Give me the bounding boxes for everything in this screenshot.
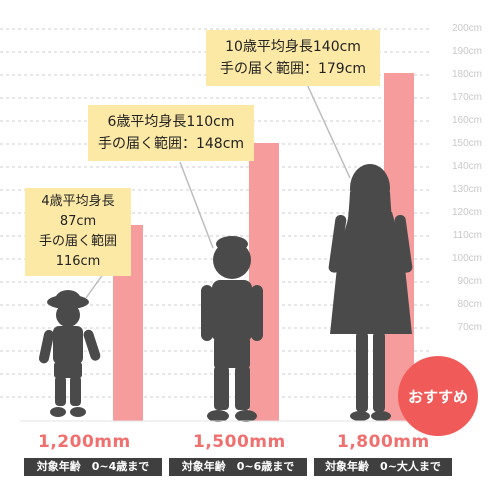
callout-line: 4歳平均身長	[41, 194, 115, 209]
scale-label: 80cm	[457, 299, 482, 310]
callout-4-years: 4歳平均身長 87cm 手の届く範囲 116cm	[25, 188, 131, 276]
callout-pointer-2	[179, 161, 214, 249]
callout-line: 手の届く範囲：148cm	[97, 136, 245, 152]
callout-line: 手の届く範囲	[38, 234, 117, 249]
scale-label: 200cm	[451, 23, 482, 34]
callout-6-years: 6歳平均身長110cm 手の届く範囲：148cm	[88, 105, 254, 161]
callout-line: 手の届く範囲：179cm	[219, 61, 367, 77]
toddler-silhouette-icon	[38, 290, 101, 417]
scale-label: 190cm	[451, 46, 482, 57]
scale-label: 180cm	[451, 69, 482, 80]
age-label-1500: 対象年齢 0~6歳まで	[169, 458, 307, 476]
callout-line: 116cm	[55, 254, 101, 269]
callout-line: 6歳平均身長110cm	[107, 114, 235, 130]
size-label-1200: 1,200mm	[38, 432, 131, 452]
scale-label: 130cm	[451, 184, 482, 195]
size-label-1800: 1,800mm	[337, 432, 430, 452]
scale-label: 110cm	[452, 230, 482, 241]
callout-10-years: 10歳平均身長140cm 手の届く範囲：179cm	[206, 30, 380, 86]
age-label-1800: 対象年齢 0~大人まで	[314, 458, 452, 476]
scale-label: 70cm	[457, 322, 482, 333]
scale-label: 90cm	[457, 276, 482, 287]
recommended-badge: おすすめ	[398, 356, 478, 436]
child-silhouette-icon	[201, 236, 263, 422]
callout-line: 10歳平均身長140cm	[225, 39, 361, 55]
size-label-1500: 1,500mm	[193, 432, 286, 452]
scale-label: 100cm	[451, 253, 482, 264]
scale-label: 150cm	[451, 138, 482, 149]
scale-label: 120cm	[451, 207, 482, 218]
callout-pointer-3	[305, 81, 351, 179]
scale-label: 160cm	[451, 115, 482, 126]
product-bar-1500	[249, 143, 279, 421]
age-label-1200: 対象年齢 0~4歳まで	[24, 458, 162, 476]
girl-silhouette-icon	[328, 164, 413, 421]
callout-line: 87cm	[59, 214, 97, 229]
scale-label: 140cm	[451, 161, 482, 172]
scale-label: 170cm	[451, 92, 482, 103]
